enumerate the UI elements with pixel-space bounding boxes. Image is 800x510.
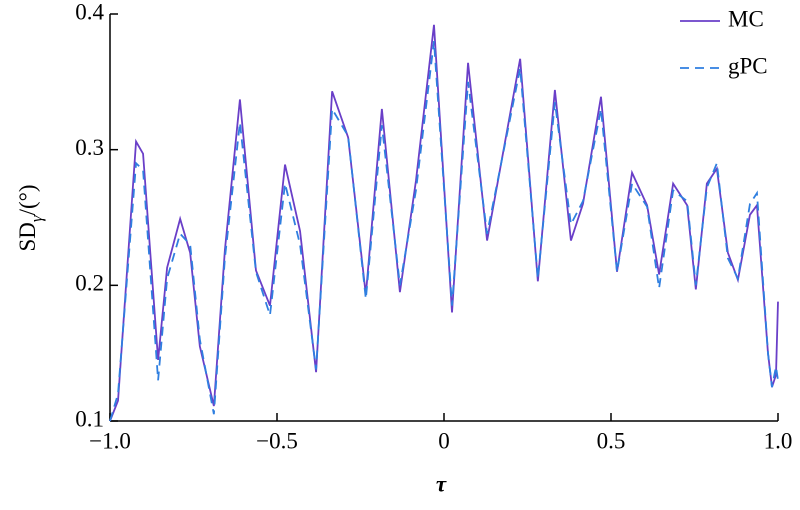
y-label-suffix: /(°): [15, 184, 40, 215]
legend-label: gPC: [728, 53, 768, 78]
x-tick-label: −0.5: [256, 428, 298, 453]
x-tick-label: 0.5: [597, 428, 626, 453]
y-tick-label: 0.1: [75, 406, 104, 431]
x-axis-label: τ: [436, 471, 447, 496]
series-line: [109, 24, 779, 422]
y-tick-label: 0.2: [75, 271, 104, 296]
x-tick-label: 1.0: [764, 428, 793, 453]
y-label-subscript: γ: [27, 214, 46, 222]
y-label-main: SD: [15, 222, 40, 251]
legend-label: MC: [728, 6, 764, 31]
y-tick-label: 0.3: [75, 135, 104, 160]
x-tick-label: 0: [438, 428, 450, 453]
x-tick-label: −1.0: [89, 428, 131, 453]
y-tick-label: 0.4: [75, 0, 104, 24]
y-axis-label: SDγ/(°): [15, 184, 46, 251]
series-line: [109, 41, 779, 422]
